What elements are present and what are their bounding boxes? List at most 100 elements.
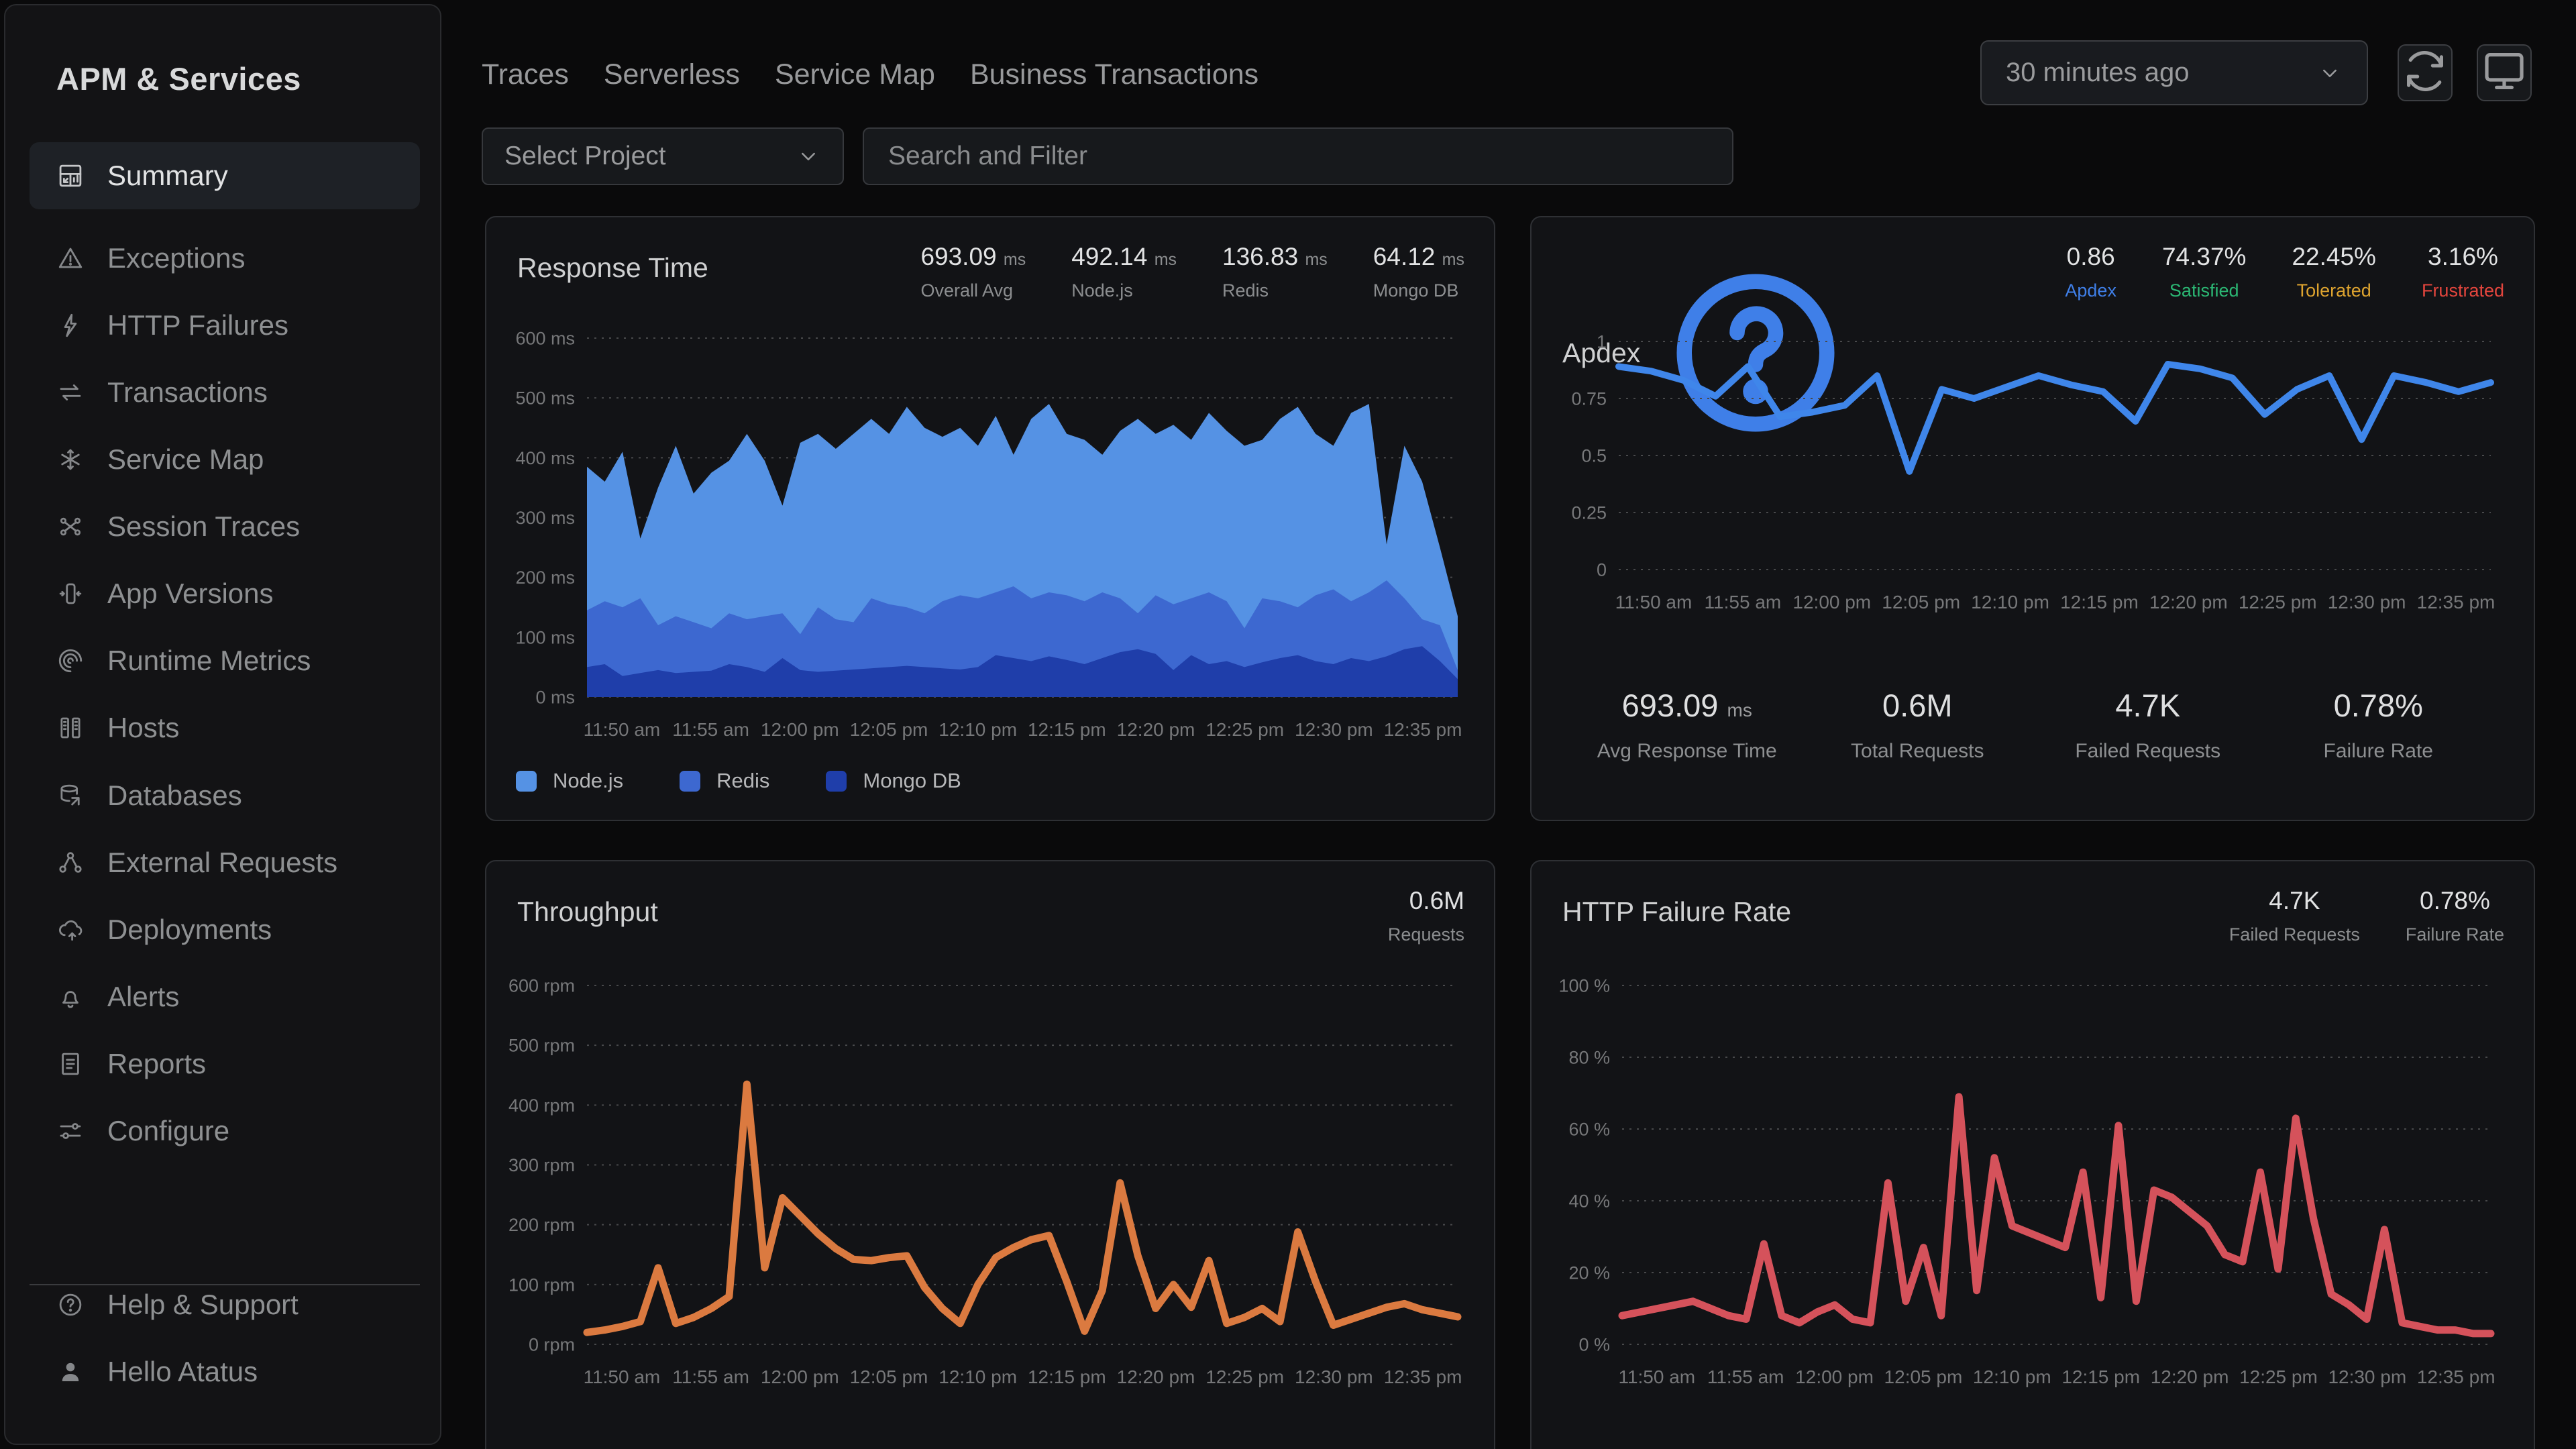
svg-text:500 ms: 500 ms: [515, 388, 575, 409]
svg-text:12:20 pm: 12:20 pm: [2151, 1366, 2229, 1387]
sidebar-item-runtime-metrics[interactable]: Runtime Metrics: [30, 627, 420, 694]
svg-text:12:35 pm: 12:35 pm: [2417, 1366, 2496, 1387]
svg-text:500 rpm: 500 rpm: [508, 1036, 575, 1056]
svg-text:0.75: 0.75: [1571, 388, 1607, 409]
svg-text:0.25: 0.25: [1571, 502, 1607, 523]
svg-text:12:15 pm: 12:15 pm: [2060, 592, 2139, 612]
panel-title: HTTP Failure Rate: [1562, 896, 1791, 928]
time-range-select[interactable]: 30 minutes ago: [1980, 40, 2368, 105]
stat-failed-requests: 4.7K Failed Requests: [2229, 887, 2360, 945]
sidebar-item-configure[interactable]: Configure: [30, 1097, 420, 1165]
database-cylinder-icon: [56, 782, 85, 810]
sidebar-item-label: Hosts: [107, 712, 179, 744]
tab-traces[interactable]: Traces: [482, 54, 569, 95]
svg-text:60 %: 60 %: [1568, 1119, 1610, 1139]
svg-text:12:30 pm: 12:30 pm: [2328, 1366, 2406, 1387]
svg-text:12:00 pm: 12:00 pm: [1792, 592, 1871, 612]
sidebar-item-label: Service Map: [107, 443, 264, 476]
sidebar-item-help-support[interactable]: Help & Support: [30, 1271, 420, 1338]
sidebar-item-service-map[interactable]: Service Map: [30, 426, 420, 493]
sidebar-item-label: Deployments: [107, 914, 272, 946]
stat-requests: 0.6M Requests: [1388, 887, 1464, 945]
display-button[interactable]: [2477, 44, 2532, 101]
response-time-stats: 693.09 ms Overall Avg 492.14 ms Node.js …: [920, 243, 1464, 301]
svg-text:12:30 pm: 12:30 pm: [2328, 592, 2406, 612]
svg-text:12:20 pm: 12:20 pm: [1117, 1366, 1195, 1387]
snowflake-icon: [56, 445, 85, 474]
svg-text:11:55 am: 11:55 am: [672, 1366, 749, 1387]
sidebar-item-hosts[interactable]: Hosts: [30, 694, 420, 761]
sidebar-item-alerts[interactable]: Alerts: [30, 963, 420, 1030]
stat-mongodb: 64.12 ms Mongo DB: [1373, 243, 1464, 301]
chevron-down-icon: [2317, 60, 2343, 86]
svg-text:12:10 pm: 12:10 pm: [938, 1366, 1017, 1387]
sidebar: APM & Services Summary Exceptions HTTP F…: [4, 4, 441, 1445]
svg-text:1: 1: [1597, 331, 1607, 352]
sidebar-item-label: Transactions: [107, 376, 268, 409]
legend-swatch: [680, 771, 700, 792]
svg-text:20 %: 20 %: [1568, 1263, 1610, 1283]
sidebar-item-label: External Requests: [107, 847, 337, 879]
stat-avg-response-time: 693.09 ms Avg Response Time: [1572, 687, 1803, 763]
svg-text:12:10 pm: 12:10 pm: [1971, 592, 2049, 612]
svg-text:12:10 pm: 12:10 pm: [938, 719, 1017, 740]
project-select[interactable]: Select Project: [482, 127, 844, 185]
svg-text:0: 0: [1597, 559, 1607, 580]
svg-text:400 ms: 400 ms: [515, 448, 575, 468]
sidebar-item-transactions[interactable]: Transactions: [30, 359, 420, 426]
refresh-button[interactable]: [2398, 44, 2453, 101]
sidebar-item-label: Help & Support: [107, 1289, 299, 1321]
svg-text:100 ms: 100 ms: [515, 627, 575, 647]
stat-failed-requests: 4.7K Failed Requests: [2033, 687, 2263, 763]
sidebar-item-exceptions[interactable]: Exceptions: [30, 225, 420, 292]
tab-serverless[interactable]: Serverless: [604, 54, 740, 95]
svg-text:11:55 am: 11:55 am: [672, 719, 749, 740]
search-input[interactable]: [863, 127, 1733, 185]
concentric-arcs-icon: [56, 647, 85, 675]
sidebar-title: APM & Services: [56, 60, 301, 97]
legend-item-redis[interactable]: Redis: [680, 769, 769, 793]
svg-text:0.5: 0.5: [1581, 445, 1607, 466]
sidebar-item-label: HTTP Failures: [107, 309, 288, 341]
svg-text:40 %: 40 %: [1568, 1191, 1610, 1211]
server-columns-icon: [56, 714, 85, 742]
svg-text:12:25 pm: 12:25 pm: [1205, 719, 1284, 740]
legend-item-mongodb[interactable]: Mongo DB: [826, 769, 961, 793]
sidebar-item-deployments[interactable]: Deployments: [30, 896, 420, 963]
sidebar-item-user[interactable]: Hello Atatus: [30, 1338, 420, 1405]
tab-service-map[interactable]: Service Map: [775, 54, 935, 95]
sidebar-item-label: Configure: [107, 1115, 229, 1147]
sidebar-item-label: Exceptions: [107, 242, 245, 274]
sidebar-item-http-failures[interactable]: HTTP Failures: [30, 292, 420, 359]
apdex-chart: 00.250.50.75111:50 am11:55 am12:00 pm12:…: [1548, 318, 2518, 637]
tab-business-transactions[interactable]: Business Transactions: [970, 54, 1258, 95]
throughput-chart: 0 rpm100 rpm200 rpm300 rpm400 rpm500 rpm…: [506, 962, 1477, 1418]
apdex-stats: 0.86 Apdex 74.37% Satisfied 22.45% Toler…: [2065, 243, 2504, 301]
apdex-bottom-stats: 693.09 ms Avg Response Time 0.6M Total R…: [1532, 687, 2534, 763]
svg-text:300 ms: 300 ms: [515, 508, 575, 528]
panel-response-time: Response Time 693.09 ms Overall Avg 492.…: [485, 216, 1495, 821]
sidebar-item-summary[interactable]: Summary: [30, 142, 420, 209]
stat-failure-rate: 0.78% Failure Rate: [2263, 687, 2494, 763]
response-time-legend: Node.js Redis Mongo DB: [516, 769, 961, 793]
svg-text:12:20 pm: 12:20 pm: [1117, 719, 1195, 740]
grid-dashboard-icon: [56, 162, 85, 190]
sidebar-item-app-versions[interactable]: App Versions: [30, 560, 420, 627]
svg-text:12:00 pm: 12:00 pm: [761, 719, 839, 740]
sidebar-item-session-traces[interactable]: Session Traces: [30, 493, 420, 560]
svg-text:12:20 pm: 12:20 pm: [2149, 592, 2228, 612]
svg-text:400 rpm: 400 rpm: [508, 1095, 575, 1116]
legend-item-nodejs[interactable]: Node.js: [516, 769, 623, 793]
person-icon: [56, 1358, 85, 1386]
svg-text:12:00 pm: 12:00 pm: [761, 1366, 839, 1387]
svg-text:0 ms: 0 ms: [535, 687, 575, 707]
sidebar-item-reports[interactable]: Reports: [30, 1030, 420, 1097]
sidebar-item-label: Session Traces: [107, 511, 300, 543]
sidebar-item-databases[interactable]: Databases: [30, 762, 420, 829]
svg-text:12:25 pm: 12:25 pm: [2239, 592, 2317, 612]
sidebar-item-label: Runtime Metrics: [107, 645, 311, 677]
sidebar-item-external-requests[interactable]: External Requests: [30, 829, 420, 896]
legend-swatch: [516, 771, 537, 792]
sidebar-item-label: App Versions: [107, 578, 274, 610]
bell-icon: [56, 983, 85, 1011]
